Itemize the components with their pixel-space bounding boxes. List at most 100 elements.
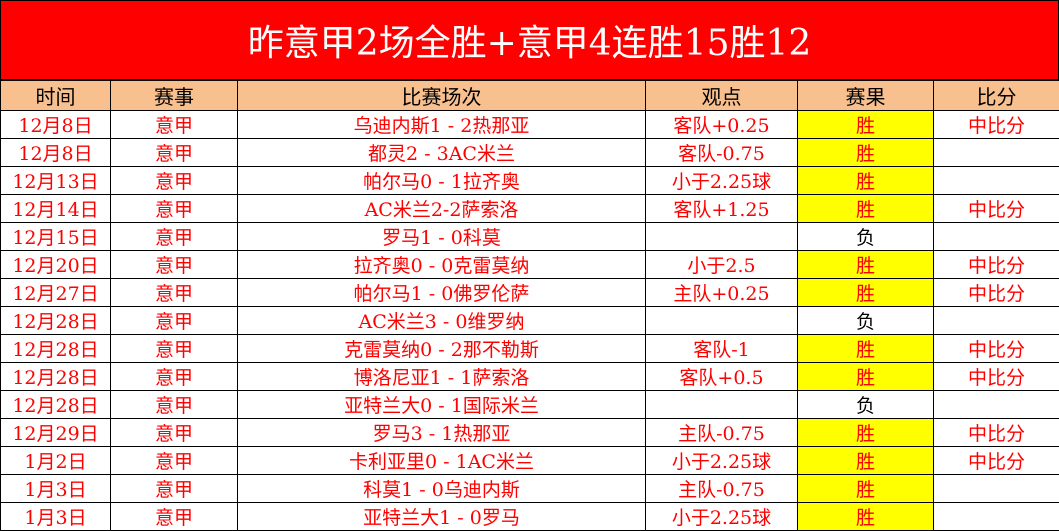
cell-match: 罗马3 - 1热那亚 [238,419,646,447]
cell-match: 博洛尼亚1 - 1萨索洛 [238,363,646,391]
cell-date: 12月28日 [1,307,111,335]
header-date: 时间 [1,81,111,111]
cell-result: 胜 [798,503,934,531]
cell-score: 中比分 [934,447,1059,475]
cell-match: 拉齐奥0 - 0克雷莫纳 [238,251,646,279]
cell-league: 意甲 [111,391,238,419]
results-table: 时间赛事比赛场次观点赛果比分 12月8日意甲乌迪内斯1 - 2热那亚客队+0.2… [0,80,1059,531]
cell-match: 罗马1 - 0科莫 [238,223,646,251]
header-league: 赛事 [111,81,238,111]
header-result: 赛果 [798,81,934,111]
table-row: 1月3日意甲亚特兰大1 - 0罗马小于2.25球胜 [1,503,1059,531]
cell-pick: 小于2.25球 [646,503,798,531]
cell-result: 胜 [798,195,934,223]
cell-result: 胜 [798,167,934,195]
cell-result: 胜 [798,139,934,167]
table-row: 12月28日意甲亚特兰大0 - 1国际米兰 负 [1,391,1059,419]
cell-pick [646,391,798,419]
cell-score [934,391,1059,419]
cell-date: 1月3日 [1,503,111,531]
cell-league: 意甲 [111,419,238,447]
cell-score [934,307,1059,335]
cell-match: 帕尔马0 - 1拉齐奥 [238,167,646,195]
cell-pick: 客队+0.5 [646,363,798,391]
table-row: 1月2日意甲卡利亚里0 - 1AC米兰小于2.25球胜中比分 [1,447,1059,475]
cell-result: 负 [798,391,934,419]
cell-match: 帕尔马1 - 0佛罗伦萨 [238,279,646,307]
cell-pick: 小于2.5 [646,251,798,279]
cell-date: 12月8日 [1,139,111,167]
cell-pick: 客队-0.75 [646,139,798,167]
cell-league: 意甲 [111,475,238,503]
cell-pick [646,223,798,251]
cell-result: 胜 [798,447,934,475]
cell-result: 胜 [798,111,934,139]
cell-score: 中比分 [934,251,1059,279]
cell-league: 意甲 [111,363,238,391]
cell-score: 中比分 [934,111,1059,139]
cell-score: 中比分 [934,195,1059,223]
cell-league: 意甲 [111,195,238,223]
cell-result: 负 [798,307,934,335]
cell-date: 12月14日 [1,195,111,223]
cell-result: 胜 [798,419,934,447]
cell-result: 胜 [798,335,934,363]
cell-result: 胜 [798,475,934,503]
header-pick: 观点 [646,81,798,111]
table-header: 时间赛事比赛场次观点赛果比分 [1,81,1059,111]
cell-score [934,503,1059,531]
cell-pick: 客队-1 [646,335,798,363]
cell-match: 亚特兰大1 - 0罗马 [238,503,646,531]
cell-pick: 小于2.25球 [646,447,798,475]
cell-league: 意甲 [111,447,238,475]
cell-pick: 小于2.25球 [646,167,798,195]
cell-date: 1月2日 [1,447,111,475]
cell-result: 胜 [798,363,934,391]
cell-pick: 客队+1.25 [646,195,798,223]
cell-score [934,223,1059,251]
cell-match: 乌迪内斯1 - 2热那亚 [238,111,646,139]
page-title: 昨意甲2场全胜+意甲4连胜15胜12 [0,0,1059,80]
cell-pick [646,307,798,335]
cell-date: 12月28日 [1,391,111,419]
cell-score: 中比分 [934,419,1059,447]
cell-league: 意甲 [111,503,238,531]
cell-result: 胜 [798,251,934,279]
cell-result: 负 [798,223,934,251]
cell-match: 卡利亚里0 - 1AC米兰 [238,447,646,475]
cell-pick: 主队-0.75 [646,419,798,447]
cell-match: 都灵2 - 3AC米兰 [238,139,646,167]
cell-date: 12月8日 [1,111,111,139]
cell-date: 12月13日 [1,167,111,195]
header-score: 比分 [934,81,1059,111]
cell-match: 克雷莫纳0 - 2那不勒斯 [238,335,646,363]
cell-pick: 客队+0.25 [646,111,798,139]
table-row: 12月15日意甲罗马1 - 0科莫负 [1,223,1059,251]
cell-match: AC米兰3 - 0维罗纳 [238,307,646,335]
cell-pick: 主队-0.75 [646,475,798,503]
cell-date: 1月3日 [1,475,111,503]
cell-date: 12月20日 [1,251,111,279]
cell-match: AC米兰2-2萨索洛 [238,195,646,223]
cell-score: 中比分 [934,279,1059,307]
cell-result: 胜 [798,279,934,307]
cell-score [934,475,1059,503]
cell-date: 12月27日 [1,279,111,307]
cell-match: 亚特兰大0 - 1国际米兰 [238,391,646,419]
cell-score [934,139,1059,167]
cell-league: 意甲 [111,335,238,363]
cell-league: 意甲 [111,111,238,139]
table-row: 12月13日意甲帕尔马0 - 1拉齐奥小于2.25球胜 [1,167,1059,195]
cell-date: 12月28日 [1,363,111,391]
cell-score [934,167,1059,195]
cell-league: 意甲 [111,223,238,251]
